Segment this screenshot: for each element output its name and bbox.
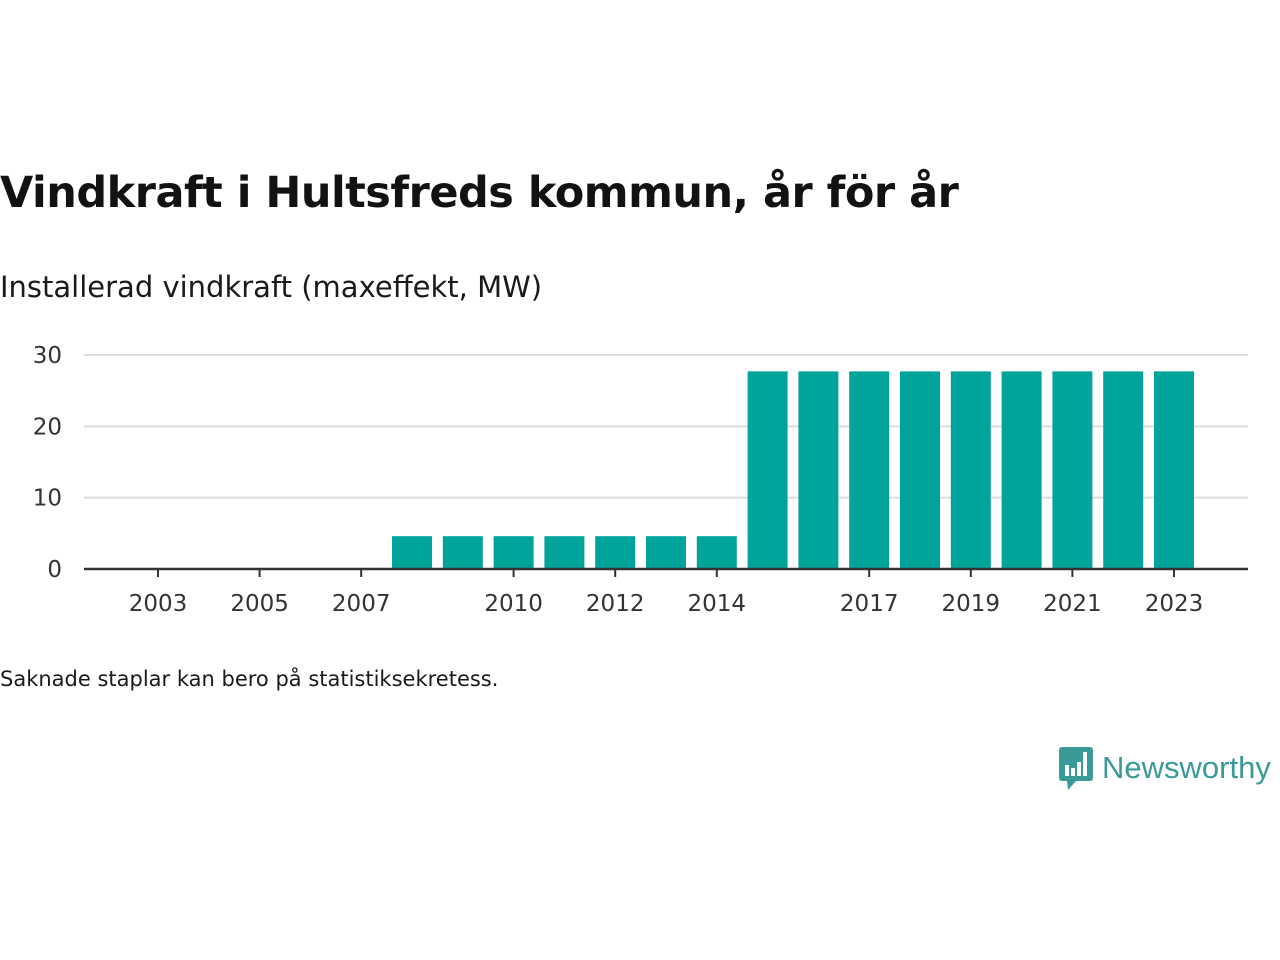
footnote: Saknade staplar kan bero på statistiksek… xyxy=(0,667,499,691)
x-tick-label: 2005 xyxy=(230,591,289,617)
y-axis-ticks: 0 10 20 30 xyxy=(33,343,62,583)
brand-name: Newsworthy xyxy=(1102,750,1271,785)
chart-subtitle: Installerad vindkraft (maxeffekt, MW) xyxy=(0,270,543,304)
chart-title: Vindkraft i Hultsfreds kommun, år för år xyxy=(0,168,959,218)
bar-2020 xyxy=(1001,371,1042,569)
x-tick-label: 2023 xyxy=(1145,591,1204,617)
x-tick-label: 2019 xyxy=(942,591,1001,617)
bar-2013 xyxy=(646,536,686,569)
bar-2017 xyxy=(849,371,890,569)
bar-2023 xyxy=(1154,371,1194,569)
bar-2018 xyxy=(900,371,940,569)
x-tick-label: 2017 xyxy=(840,591,899,617)
y-tick-label: 20 xyxy=(33,414,62,440)
y-tick-label: 30 xyxy=(33,343,62,369)
bar-chart: 0 10 20 30 2003 2005 2007 2010 2012 2014 2017 2019… xyxy=(33,343,1248,617)
bar-2022 xyxy=(1103,371,1144,569)
x-tick-label: 2003 xyxy=(129,591,188,617)
newsworthy-logo-icon xyxy=(1059,747,1093,790)
y-tick-label: 10 xyxy=(33,486,62,512)
x-tick-label: 2021 xyxy=(1043,591,1102,617)
x-axis-ticks: 2003 2005 2007 2010 2012 2014 2017 2019 2021 2023 xyxy=(129,569,1204,617)
bar-2014 xyxy=(696,536,737,569)
x-tick-label: 2007 xyxy=(332,591,391,617)
bar-2016 xyxy=(798,371,839,569)
y-tick-label: 0 xyxy=(47,557,62,583)
brand-logo: Newsworthy xyxy=(1058,746,1271,790)
bar-2010 xyxy=(493,536,534,569)
bars xyxy=(392,371,1194,569)
bar-2019 xyxy=(950,371,991,569)
bar-2012 xyxy=(595,536,636,569)
x-tick-label: 2014 xyxy=(688,591,747,617)
bar-2015 xyxy=(747,371,788,569)
x-tick-label: 2010 xyxy=(484,591,543,617)
bar-2008 xyxy=(392,536,432,569)
x-tick-label: 2012 xyxy=(586,591,645,617)
bar-2021 xyxy=(1052,371,1093,569)
bar-2009 xyxy=(442,536,483,569)
bar-2011 xyxy=(544,536,585,569)
